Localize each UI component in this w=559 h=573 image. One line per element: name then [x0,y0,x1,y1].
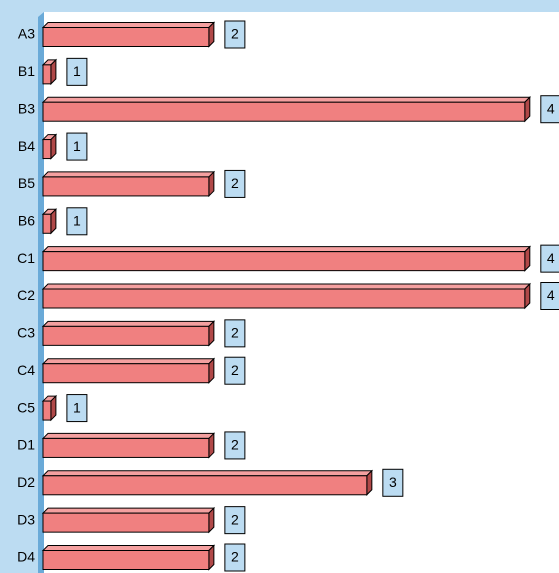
value-label: 4 [547,250,555,266]
bar [42,176,210,197]
value-label-box [224,356,246,385]
value-label: 2 [231,26,239,42]
y-tick-label: C1 [17,250,35,266]
value-label: 2 [231,325,239,341]
bar-side [524,245,531,272]
value-label-box [224,543,246,572]
value-label: 4 [547,100,555,116]
value-label: 2 [231,437,239,453]
bar-top [41,22,216,28]
bar-top [41,96,532,103]
axis-wall [38,12,44,573]
y-tick-label: B3 [18,100,35,116]
y-tick-label: C4 [17,362,35,378]
y-tick-label: D3 [17,511,35,527]
bar-top [41,171,216,178]
bar-top [41,507,216,514]
y-tick-label: B5 [18,175,35,191]
bar-side [208,506,215,534]
value-label-box [66,207,88,236]
value-label-box [382,468,404,497]
value-label-box [540,282,559,310]
bar-side [524,282,531,310]
value-label-box [66,394,88,423]
y-tick-label: C5 [17,399,35,415]
value-label-box [66,132,88,161]
bar-top [41,470,374,477]
value-label-box [224,20,246,49]
value-label: 1 [73,212,81,228]
value-label: 2 [231,549,239,565]
y-tick-label: B1 [18,63,35,79]
bar [42,251,526,272]
value-label-box [224,169,246,198]
value-label: 4 [547,287,555,303]
bar [42,363,210,384]
y-tick-label: B6 [18,212,35,228]
bar-top [41,283,532,290]
bar [42,550,210,570]
value-label-box [224,431,246,460]
value-label: 1 [73,399,81,415]
bar-side [208,170,215,198]
y-tick-label: D2 [17,474,35,490]
bar-side [50,58,57,86]
bar-side [50,208,57,235]
bar [42,475,368,496]
bar-side [208,432,215,459]
value-label-box [224,319,246,348]
bar [42,139,52,160]
bar [42,400,52,421]
value-label: 3 [389,474,397,490]
y-tick-label: D1 [17,437,35,453]
bar-top [41,545,216,551]
value-label: 2 [231,362,239,378]
bar-side [50,133,57,160]
value-label: 2 [231,175,239,191]
bar [42,101,526,122]
bar-side [208,544,215,571]
value-label-box [66,57,88,86]
y-tick-label: C2 [17,287,35,303]
bar-top [41,246,532,253]
bar-top [41,320,216,327]
value-label: 1 [73,138,81,154]
bar [42,27,210,47]
value-label-box [540,244,559,273]
value-label: 2 [231,511,239,527]
bar-side [524,96,531,123]
bar-side [208,320,215,347]
bar [42,512,210,533]
value-label-box [540,95,559,124]
bar [42,64,52,85]
bar-top [41,358,216,365]
bar-side [50,394,57,422]
y-tick-label: A3 [18,26,35,42]
bar [42,437,210,458]
y-tick-label: B4 [18,138,35,154]
bar [42,325,210,346]
value-label-box [224,506,246,535]
bar [42,288,526,309]
bar-side [366,469,373,496]
value-label: 1 [73,63,81,79]
bar-side [208,21,215,48]
bar-top [41,432,216,439]
y-tick-label: C3 [17,325,35,341]
bar-side [208,357,215,384]
bar [42,213,52,234]
y-tick-label: D4 [17,549,35,565]
